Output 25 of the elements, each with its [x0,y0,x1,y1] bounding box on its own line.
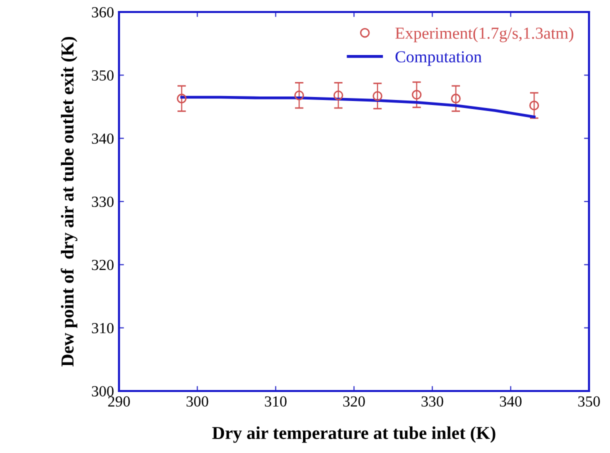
point [372,91,382,101]
x-tick-label: 330 [422,396,444,407]
y-tick-label: 350 [92,70,114,81]
x-tick-label: 340 [500,396,522,407]
x-tick-label: 320 [343,396,365,407]
legend-label: Experiment(1.7g/s,1.3atm) [395,27,574,42]
y-axis-title: Dew point of dry air at tube outlet exit (K) [60,36,78,367]
y-tick-label: 330 [92,196,114,207]
point [176,94,187,104]
y-tick-label: 300 [92,386,114,396]
point [333,90,344,100]
y-tick-label: 320 [92,260,114,270]
y-tick-label: 340 [92,133,114,144]
legend-label: Computation [396,51,482,66]
x-tick-label: 290 [108,396,130,407]
y-tick-label: 360 [92,7,114,18]
y-tick-label: 310 [92,322,114,334]
point [450,94,461,104]
point [412,90,422,100]
x-axis-title: Dry air temperature at tube inlet (K) [212,426,496,443]
point [529,100,540,110]
x-tick-label: 310 [264,396,287,407]
x-tick-label: 350 [578,396,600,407]
x-tick-label: 300 [186,396,208,407]
point [294,90,304,100]
